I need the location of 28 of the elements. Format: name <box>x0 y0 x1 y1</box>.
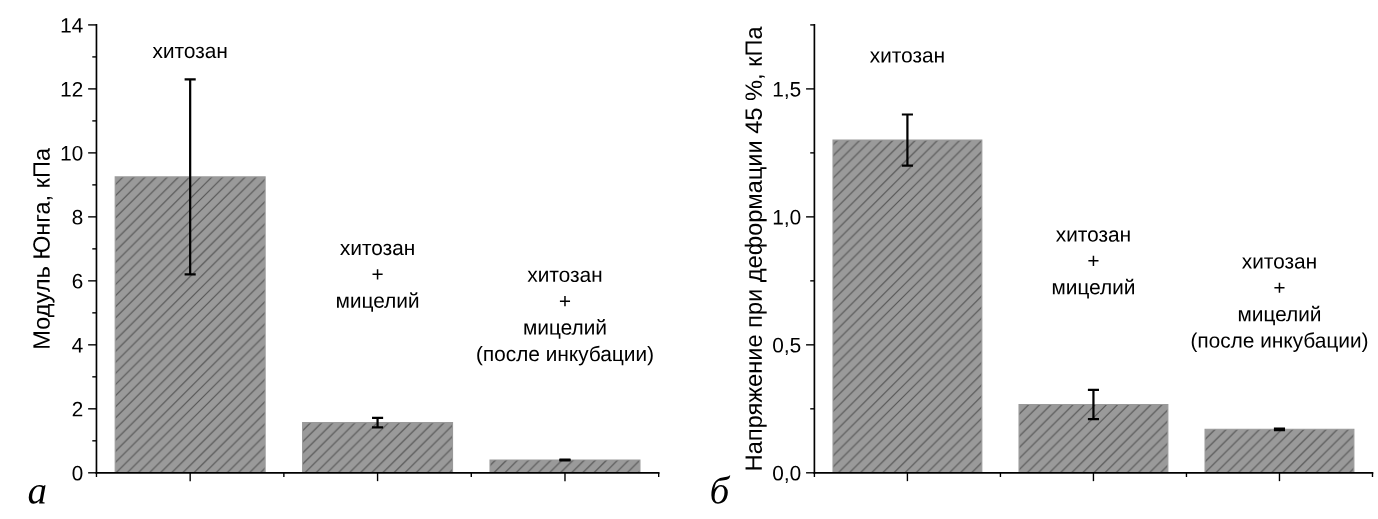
y-tick-label: 0 <box>72 465 83 481</box>
y-tick-label: 2 <box>72 401 83 417</box>
annotation: хитозан + мицелий <box>1052 230 1134 299</box>
y-axis-title: Напряжение при деформации 45 %, кПа <box>744 26 767 470</box>
annotation: хитозан <box>152 46 227 59</box>
y-tick-label: 14 <box>61 18 83 33</box>
y-tick-label: 4 <box>72 338 83 353</box>
y-axis-title: Модуль Юнга, кПа <box>33 147 55 348</box>
y-tick-label: 0,5 <box>773 337 801 356</box>
y-tick-label: 8 <box>72 209 83 225</box>
y-tick-label: 1,5 <box>773 82 801 100</box>
annotation: хитозан + мицелий (после инкубации) <box>477 270 653 366</box>
bar <box>114 176 266 473</box>
text: а <box>28 485 46 504</box>
y-tick-label: 1,0 <box>773 209 801 228</box>
bar <box>489 459 641 473</box>
bar <box>1204 428 1355 473</box>
annotation: хитозан <box>869 51 944 63</box>
bar <box>832 139 983 473</box>
y-tick-label: 10 <box>61 145 83 161</box>
bar <box>302 422 454 473</box>
annotation: хитозан + мицелий (после инкубации) <box>1191 257 1368 352</box>
y-tick-label: 12 <box>61 81 83 97</box>
annotation: хитозан + мицелий <box>337 243 419 312</box>
text: б <box>711 475 731 504</box>
y-tick-label: 6 <box>72 273 83 289</box>
y-tick-label: 0,0 <box>773 465 801 484</box>
bar <box>1018 403 1169 473</box>
